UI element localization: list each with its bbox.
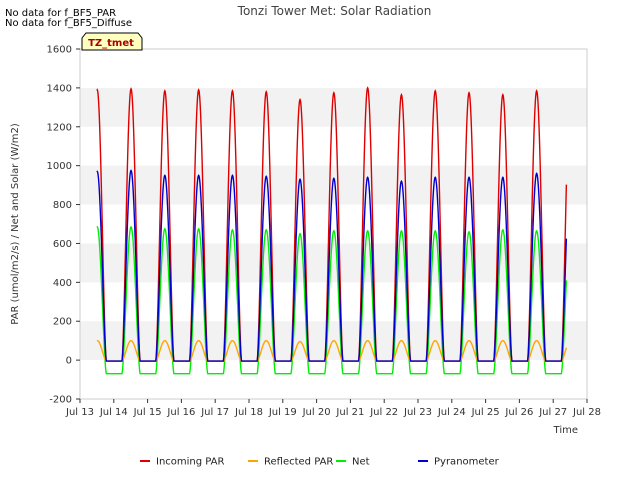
x-tick-label: Jul 20 (302, 407, 331, 418)
legend: Incoming PAR Reflected PAR Net Pyranometer (140, 457, 500, 468)
x-axis-label: Time (553, 425, 578, 436)
x-tick-label: Jul 22 (369, 407, 398, 418)
y-tick-label: 1000 (47, 161, 72, 172)
site-tag-label: TZ_tmet (88, 38, 134, 49)
x-tick-label: Jul 21 (335, 407, 364, 418)
site-tag: TZ_tmet (81, 32, 143, 51)
y-tick-label: 1400 (47, 83, 72, 94)
x-tick-label: Jul 27 (538, 407, 567, 418)
y-axis-ticks: -200 0 200 400 600 800 1000 1200 1400 1600 (47, 45, 80, 406)
legend-label-pyranometer: Pyranometer (434, 457, 500, 468)
chart-title: Tonzi Tower Met: Solar Radiation (237, 4, 432, 18)
y-tick-label: 400 (53, 278, 72, 289)
x-tick-label: Jul 13 (65, 407, 94, 418)
series-layer (96, 86, 568, 375)
y-tick-label: 600 (53, 239, 72, 250)
y-tick-label: -200 (49, 395, 72, 406)
x-tick-label: Jul 16 (166, 407, 195, 418)
series-line-net (96, 225, 568, 375)
site-tag-box (81, 32, 143, 51)
y-axis-label: PAR (umol/m2/s) / Net and Solar (W/m2) (10, 123, 21, 325)
grid-band (80, 165, 587, 205)
grid-band (80, 243, 587, 283)
x-tick-label: Jul 23 (403, 407, 432, 418)
y-tick-label: 1200 (47, 122, 72, 133)
legend-label-reflected-par: Reflected PAR (264, 457, 333, 468)
y-tick-label: 1600 (47, 45, 72, 56)
x-tick-label: Jul 18 (234, 407, 263, 418)
x-tick-label: Jul 24 (437, 407, 466, 418)
plot-frame (79, 48, 588, 400)
y-tick-label: 0 (66, 356, 72, 367)
x-axis-ticks: Jul 13 Jul 14 Jul 15 Jul 16 Jul 17 Jul 18 Jul … (65, 399, 601, 418)
y-tick-label: 200 (53, 317, 72, 328)
x-tick-label: Jul 25 (471, 407, 500, 418)
no-data-note-par: No data for f_BF5_PAR (5, 8, 117, 19)
x-tick-label: Jul 28 (572, 407, 601, 418)
x-tick-label: Jul 17 (200, 407, 229, 418)
x-tick-label: Jul 14 (99, 407, 128, 418)
no-data-note-diffuse: No data for f_BF5_Diffuse (5, 18, 132, 29)
y-tick-label: 800 (53, 200, 72, 211)
x-tick-label: Jul 15 (133, 407, 162, 418)
legend-label-incoming-par: Incoming PAR (156, 457, 225, 468)
x-tick-label: Jul 26 (504, 407, 533, 418)
series-line-pyranometer (96, 169, 568, 362)
x-tick-label: Jul 19 (268, 407, 297, 418)
legend-label-net: Net (352, 457, 370, 468)
